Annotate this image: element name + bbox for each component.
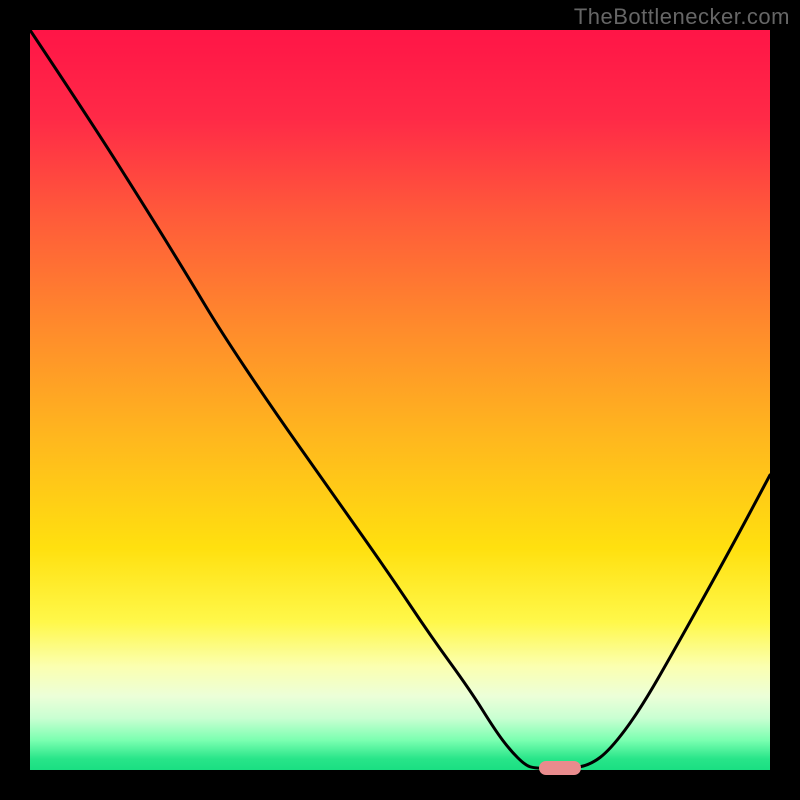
curve-path xyxy=(30,30,770,769)
watermark-text: TheBottlenecker.com xyxy=(574,4,790,30)
optimal-marker xyxy=(539,761,581,775)
bottleneck-curve xyxy=(30,30,770,770)
plot-area xyxy=(30,30,770,770)
chart-container: TheBottlenecker.com xyxy=(0,0,800,800)
